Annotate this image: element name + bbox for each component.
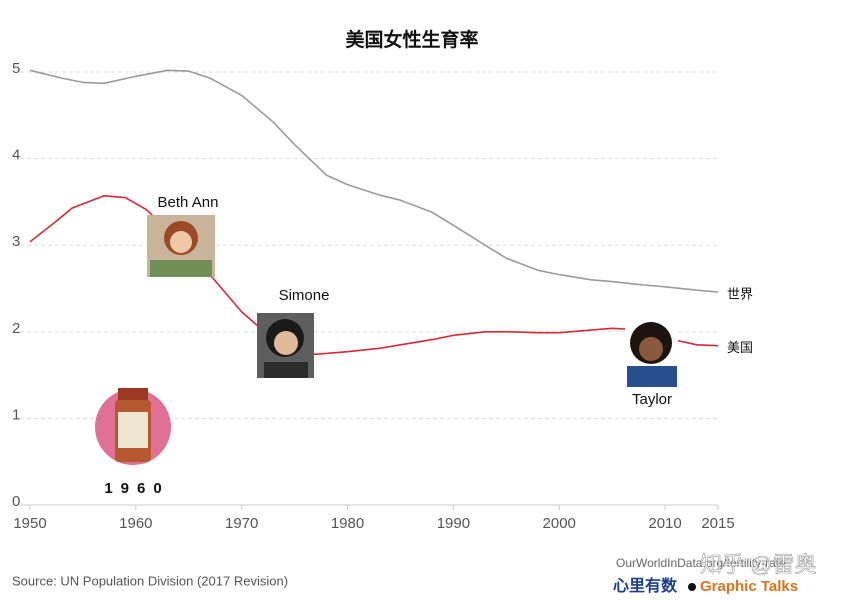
series-label: 美国 xyxy=(727,340,753,355)
y-tick-label: 1 xyxy=(12,406,20,423)
series-line xyxy=(29,69,719,293)
x-tick-label: 2000 xyxy=(543,515,576,532)
annotation: Taylor xyxy=(632,391,672,408)
annotation: Simone xyxy=(279,287,330,304)
y-tick-label: 4 xyxy=(12,147,20,164)
x-tick-label: 1950 xyxy=(13,515,46,532)
annotation: Beth Ann xyxy=(158,194,219,211)
brand: 心里有数 xyxy=(613,576,678,595)
x-tick-label: 1990 xyxy=(437,515,470,532)
annotation: 1960 xyxy=(104,480,169,497)
photo-simone xyxy=(257,313,314,378)
photo-beth-ann xyxy=(147,215,215,277)
credit: OurWorldInData.org/fertility-rate xyxy=(616,556,786,570)
y-tick-label: 2 xyxy=(12,320,20,337)
photo-taylor xyxy=(625,322,678,387)
y-tick-label: 3 xyxy=(12,233,20,250)
watermark: 知乎 @雷奥 xyxy=(700,552,816,577)
x-tick-label: 2010 xyxy=(648,515,681,532)
brand-en: Graphic Talks xyxy=(700,578,798,595)
x-tick-label: 1960 xyxy=(119,515,152,532)
y-tick-label: 5 xyxy=(12,60,20,77)
x-tick-label: 1980 xyxy=(331,515,364,532)
x-tick-label: 2015 xyxy=(701,515,734,532)
x-tick-label: 1970 xyxy=(225,515,258,532)
brand-dot xyxy=(688,583,696,591)
series-label: 世界 xyxy=(727,286,753,301)
bottle-icon xyxy=(95,388,171,465)
source: Source: UN Population Division (2017 Rev… xyxy=(12,573,288,588)
y-tick-label: 0 xyxy=(12,493,20,510)
chart-title: 美国女性生育率 xyxy=(345,28,478,51)
series-line xyxy=(29,195,719,356)
